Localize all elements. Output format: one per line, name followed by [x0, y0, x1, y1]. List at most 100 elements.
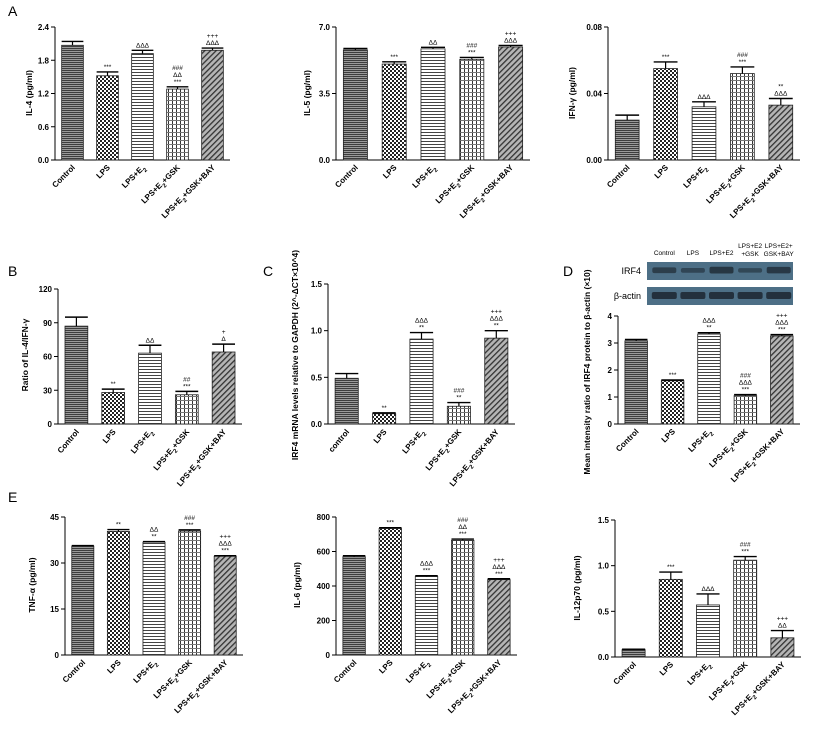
category-label: Control: [605, 163, 631, 189]
blot-band-irf4: [680, 267, 705, 273]
y-tick-label: 2.4: [38, 23, 50, 32]
blot-band-irf4: [709, 266, 734, 274]
significance-label: **: [778, 83, 784, 90]
error-bar: [484, 329, 508, 339]
bar: [459, 58, 485, 161]
significance-label: Δ: [221, 336, 226, 343]
blot-column-label: Control: [654, 250, 676, 257]
bar: [614, 119, 640, 161]
bar: [381, 63, 407, 161]
category-label: LPS+E2: [401, 427, 429, 457]
error-bar: [451, 538, 474, 541]
significance-label: **: [116, 522, 122, 529]
bar: [770, 335, 794, 425]
error-bar: [178, 529, 201, 532]
significance-label: ***: [778, 327, 786, 334]
significance-label: ΔΔΔ: [206, 40, 220, 47]
significance-label: ###: [466, 42, 477, 49]
significance-label: ###: [457, 517, 468, 524]
chart-il5: 0.0 3.5 7.0 IL-5 (pg/ml) Control *** LPS ΔΔ LPS+…: [302, 23, 530, 220]
significance-label: ***: [742, 387, 750, 394]
panel-letter-b: B: [8, 263, 17, 279]
bar: [178, 530, 202, 656]
y-tick-label: 0.08: [586, 23, 602, 32]
y-tick-label: 0.0: [319, 156, 331, 165]
panel-letter-e: E: [8, 489, 17, 505]
bar: [770, 637, 795, 658]
bar: [101, 392, 126, 425]
error-bar: [770, 629, 794, 638]
blot-band-actin: [651, 292, 677, 299]
error-bar: [659, 571, 683, 580]
category-label: LPS+E2: [129, 427, 157, 457]
significance-label: ΔΔ: [458, 524, 467, 531]
chart-ifn-gamma: 0.00 0.04 0.08 IFN-γ (pg/ml) Control *** LPS ΔΔ…: [567, 23, 800, 220]
bar: [378, 528, 402, 656]
significance-label: ΔΔΔ: [701, 586, 715, 593]
significance-label: ##: [183, 376, 191, 383]
y-tick-label: 0: [48, 420, 53, 429]
significance-label: +++: [776, 313, 788, 320]
y-tick-label: 0: [55, 651, 60, 660]
y-tick-label: 1.0: [598, 562, 610, 571]
y-tick-label: 0.0: [311, 420, 323, 429]
blot-column-label: LPS+E2: [709, 250, 733, 257]
significance-label: ###: [172, 65, 183, 72]
y-axis-label: IL-12p70 (pg/ml): [572, 555, 582, 620]
chart-il4: A 0.0 0.6 1.2 1.8 2.4 IL-4 (pg/ml) Control *** LP…: [8, 3, 230, 220]
significance-label: ###: [740, 542, 751, 549]
error-bar: [770, 333, 794, 336]
category-label: LPS+E2: [686, 660, 715, 689]
significance-label: +++: [777, 616, 789, 623]
category-label: LPS: [95, 163, 113, 181]
y-tick-label: 0.5: [598, 607, 610, 616]
error-bar: [138, 344, 162, 354]
significance-label: ΔΔΔ: [420, 561, 434, 568]
significance-label: +++: [207, 33, 219, 40]
error-bar: [661, 379, 684, 381]
y-tick-label: 4: [608, 312, 613, 321]
error-bar: [61, 40, 84, 46]
significance-label: ΔΔΔ: [219, 541, 233, 548]
y-axis-label: IL-5 (pg/ml): [302, 70, 312, 116]
y-tick-label: 1.8: [38, 56, 50, 65]
y-tick-label: 1.2: [38, 90, 50, 99]
bar: [696, 604, 720, 658]
blot-band-actin: [737, 292, 763, 299]
blot-column-label: GSK+BAY: [764, 251, 795, 258]
y-tick-label: 30: [50, 559, 59, 568]
error-bar: [697, 332, 721, 335]
significance-label: ***: [468, 49, 476, 56]
error-bar: [131, 49, 154, 54]
category-label: Control: [614, 427, 640, 453]
error-bar: [730, 66, 755, 74]
significance-label: +++: [220, 534, 232, 541]
significance-label: ΔΔ: [150, 527, 159, 534]
category-label: Control: [61, 658, 87, 684]
significance-label: ***: [221, 548, 229, 555]
category-label: LPS: [105, 658, 123, 676]
y-tick-label: 0: [326, 651, 331, 660]
y-tick-label: 0.6: [38, 123, 50, 132]
blot-band-irf4: [766, 266, 791, 274]
y-tick-label: 0: [608, 420, 613, 429]
error-bar: [107, 528, 130, 532]
category-label: Control: [612, 660, 638, 686]
significance-label: ***: [495, 571, 503, 578]
error-bar: [175, 390, 199, 395]
category-label: LPS: [377, 658, 395, 676]
y-tick-label: 45: [50, 513, 59, 522]
y-tick-label: 0.0: [598, 653, 610, 662]
error-bar: [459, 56, 484, 60]
error-bar: [342, 554, 366, 557]
significance-label: ***: [741, 549, 749, 556]
error-bar: [212, 343, 236, 352]
significance-label: ***: [186, 522, 194, 529]
blot-band-actin: [766, 292, 792, 299]
y-tick-label: 0.0: [38, 156, 50, 165]
bar: [213, 555, 237, 656]
category-label: LPS: [653, 163, 671, 181]
error-bar: [379, 526, 402, 529]
error-bar: [447, 401, 471, 407]
